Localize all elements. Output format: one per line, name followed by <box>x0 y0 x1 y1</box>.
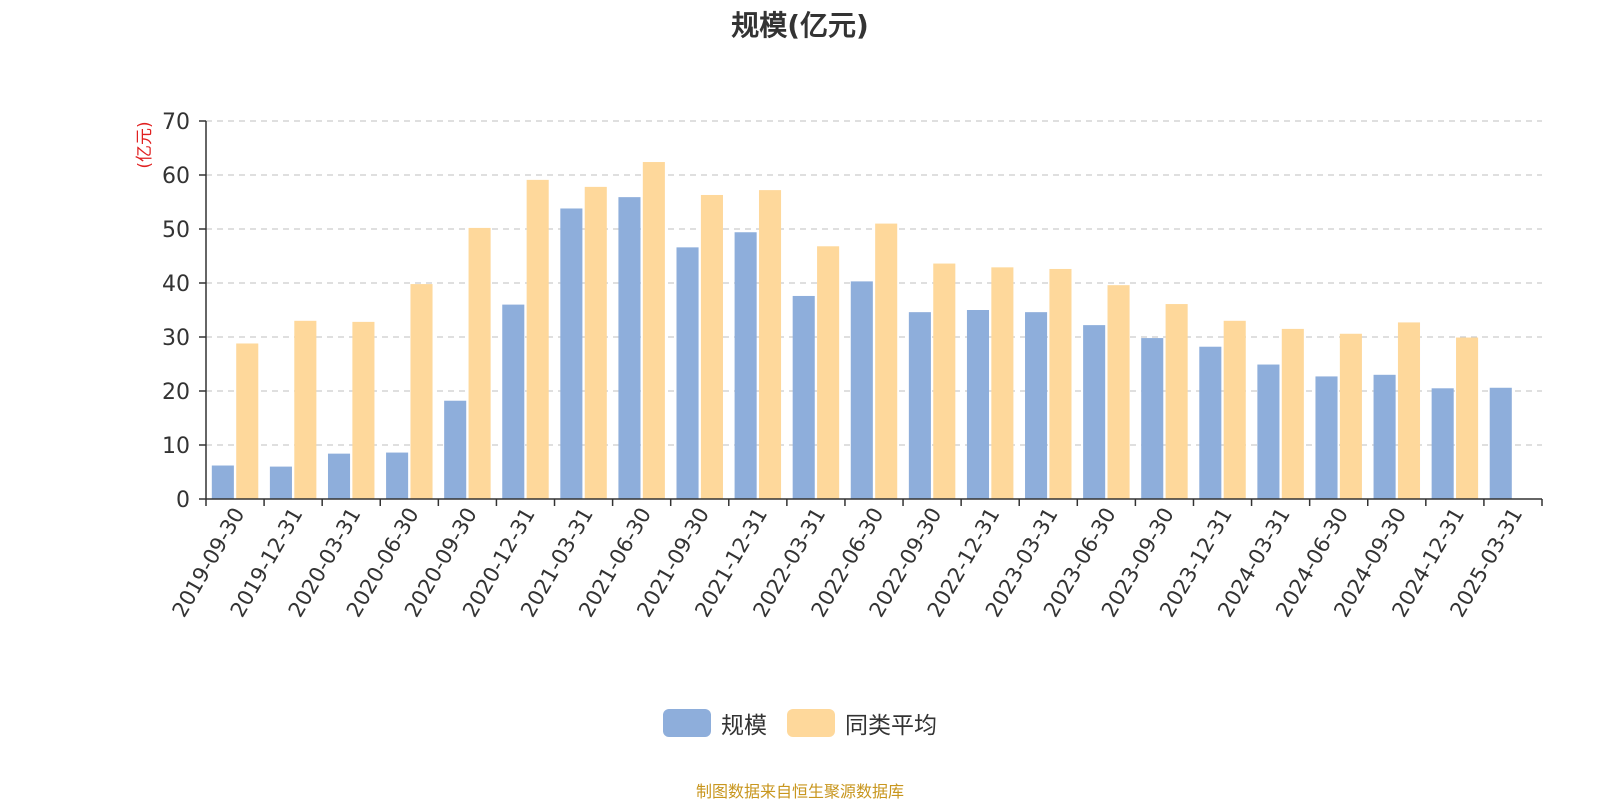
bar-scale-2021-03-31 <box>560 208 583 500</box>
bar-scale-2024-03-31 <box>1257 364 1280 499</box>
bar-scale-2024-09-30 <box>1373 374 1396 499</box>
bar-peer-average-2019-12-31 <box>294 320 317 499</box>
bar-scale-2021-12-31 <box>734 232 757 500</box>
bar-peer-average-2023-03-31 <box>1049 268 1072 499</box>
bar-scale-2022-06-30 <box>850 281 873 499</box>
bar-peer-average-2020-06-30 <box>410 284 433 499</box>
bar-peer-average-2022-03-31 <box>817 246 840 499</box>
bar-peer-average-2020-03-31 <box>352 321 375 499</box>
bar-peer-average-2023-06-30 <box>1107 285 1130 499</box>
bar-scale-2023-03-31 <box>1025 312 1048 499</box>
legend-label-scale: 规模 <box>721 713 767 739</box>
legend-swatch-peer-average <box>787 709 835 737</box>
axes <box>199 120 1543 506</box>
bar-peer-average-2021-09-30 <box>700 194 723 500</box>
bar-scale-2022-09-30 <box>908 312 931 499</box>
bar-scale-2022-12-31 <box>966 310 990 499</box>
bar-scale-2023-06-30 <box>1083 325 1106 499</box>
chart-title: 规模(亿元) <box>731 9 869 42</box>
bar-peer-average-2024-06-30 <box>1339 333 1362 499</box>
legend-item-scale[interactable]: 规模 <box>663 706 767 740</box>
bar-peer-average-2023-12-31 <box>1223 320 1246 499</box>
bar-peer-average-2024-03-31 <box>1281 328 1304 499</box>
bar-scale-2024-06-30 <box>1315 376 1338 499</box>
y-axis-label: (亿元) <box>135 121 155 168</box>
legend-swatch-scale <box>663 709 711 737</box>
bar-peer-average-2022-09-30 <box>933 263 956 499</box>
bar-peer-average-2021-12-31 <box>758 190 782 499</box>
y-tick-label-30: 30 <box>162 326 190 351</box>
y-tick-label-70: 70 <box>162 110 190 135</box>
y-tick-label-10: 10 <box>162 434 190 459</box>
legend-label-peer-average: 同类平均 <box>845 713 937 739</box>
bar-scale-2019-12-31 <box>269 466 292 499</box>
bar-scale-2022-03-31 <box>792 295 815 499</box>
legend: 规模 同类平均 <box>0 706 1600 740</box>
bar-scale-2020-03-31 <box>327 453 351 499</box>
bar-scale-2023-09-30 <box>1141 338 1164 499</box>
bar-peer-average-2021-03-31 <box>584 186 607 499</box>
bar-scale-2024-12-31 <box>1431 388 1454 499</box>
y-tick-label-50: 50 <box>162 218 190 243</box>
bar-peer-average-2019-09-30 <box>236 343 259 499</box>
bar-peer-average-2023-09-30 <box>1165 304 1188 499</box>
y-tick-label-20: 20 <box>162 380 190 405</box>
bar-peer-average-2021-06-30 <box>642 162 665 500</box>
bar-peer-average-2020-09-30 <box>468 227 491 500</box>
bar-scale-2025-03-31 <box>1489 387 1512 499</box>
y-tick-label-60: 60 <box>162 164 190 189</box>
y-tick-label-40: 40 <box>162 272 190 297</box>
bar-scale-2020-06-30 <box>386 452 409 499</box>
bar-scale-2023-12-31 <box>1199 346 1222 499</box>
bar-peer-average-2022-06-30 <box>875 223 898 499</box>
bar-scale-2021-06-30 <box>618 197 641 499</box>
bar-peer-average-2020-12-31 <box>526 179 549 500</box>
y-tick-label-0: 0 <box>176 488 190 513</box>
bar-peer-average-2022-12-31 <box>991 267 1014 499</box>
legend-item-peer-average[interactable]: 同类平均 <box>787 706 937 740</box>
bar-scale-2020-12-31 <box>502 304 525 499</box>
bar-scale-2021-09-30 <box>676 247 699 499</box>
bars <box>211 162 1512 500</box>
bar-peer-average-2024-12-31 <box>1456 337 1479 499</box>
bar-peer-average-2024-09-30 <box>1397 322 1421 499</box>
bar-scale-2019-09-30 <box>211 465 234 499</box>
source-note: 制图数据来自恒生聚源数据库 <box>695 782 904 801</box>
bar-scale-2020-09-30 <box>444 400 467 499</box>
